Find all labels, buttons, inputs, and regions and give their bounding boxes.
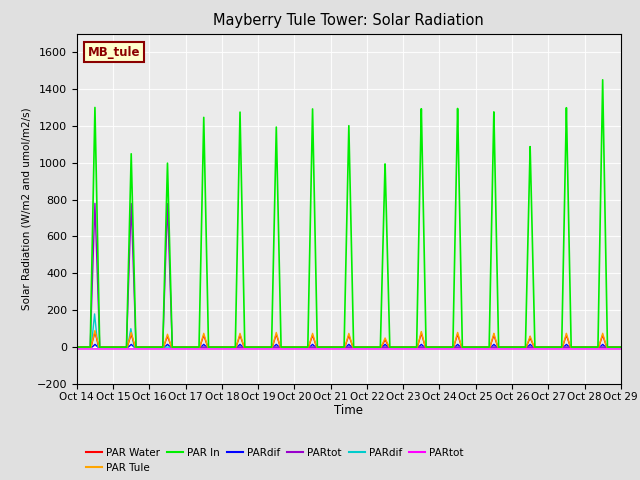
X-axis label: Time: Time (334, 405, 364, 418)
Legend: PAR Water, PAR Tule, PAR In, PARdif, PARtot, PARdif, PARtot: PAR Water, PAR Tule, PAR In, PARdif, PAR… (82, 444, 468, 477)
Title: Mayberry Tule Tower: Solar Radiation: Mayberry Tule Tower: Solar Radiation (213, 13, 484, 28)
Text: MB_tule: MB_tule (88, 46, 140, 59)
Y-axis label: Solar Radiation (W/m2 and umol/m2/s): Solar Radiation (W/m2 and umol/m2/s) (21, 108, 31, 310)
